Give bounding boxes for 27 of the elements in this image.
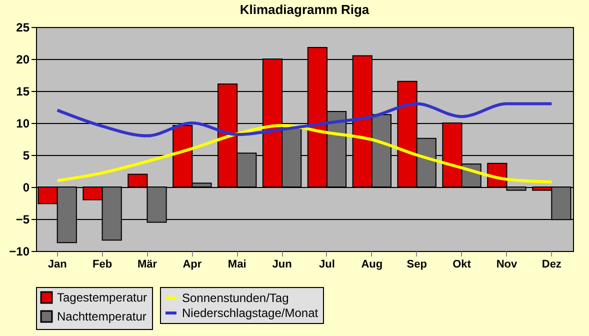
x-tick-label: Mär xyxy=(137,258,158,270)
line-series xyxy=(56,102,554,138)
x-tick-label: Jul xyxy=(319,258,335,270)
legend-label: Sonnenstunden/Tag xyxy=(182,291,289,305)
y-tick-label: 25 xyxy=(16,20,30,34)
x-tick-label: Jan xyxy=(48,258,68,270)
x-tick-label: Mai xyxy=(228,258,246,270)
x-tick-label: Feb xyxy=(92,258,112,270)
y-tick-label: 15 xyxy=(16,84,30,98)
x-tick-label: Nov xyxy=(496,258,518,270)
x-tick-label: Dez xyxy=(542,258,562,270)
x-tick-label: Okt xyxy=(452,258,472,270)
y-tick-label: 0 xyxy=(22,180,30,194)
legend-label: Nachttemperatur xyxy=(57,310,146,324)
line-series xyxy=(56,124,554,184)
legend-label: Niederschlagstage/Monat xyxy=(182,306,319,320)
y-tick-label: −10 xyxy=(9,244,30,258)
y-tick-label: −5 xyxy=(16,212,30,226)
y-tick-label: 20 xyxy=(16,52,30,66)
legend-label: Tagestemperatur xyxy=(57,290,148,304)
x-tick-label: Apr xyxy=(182,258,202,270)
y-tick-label: 10 xyxy=(16,116,30,130)
x-tick-label: Aug xyxy=(361,258,383,270)
x-tick-label: Sep xyxy=(406,258,428,270)
chart-title: Klimadiagramm Riga xyxy=(240,2,370,17)
x-tick-label: Jun xyxy=(272,258,292,270)
y-tick-label: 5 xyxy=(22,148,30,162)
